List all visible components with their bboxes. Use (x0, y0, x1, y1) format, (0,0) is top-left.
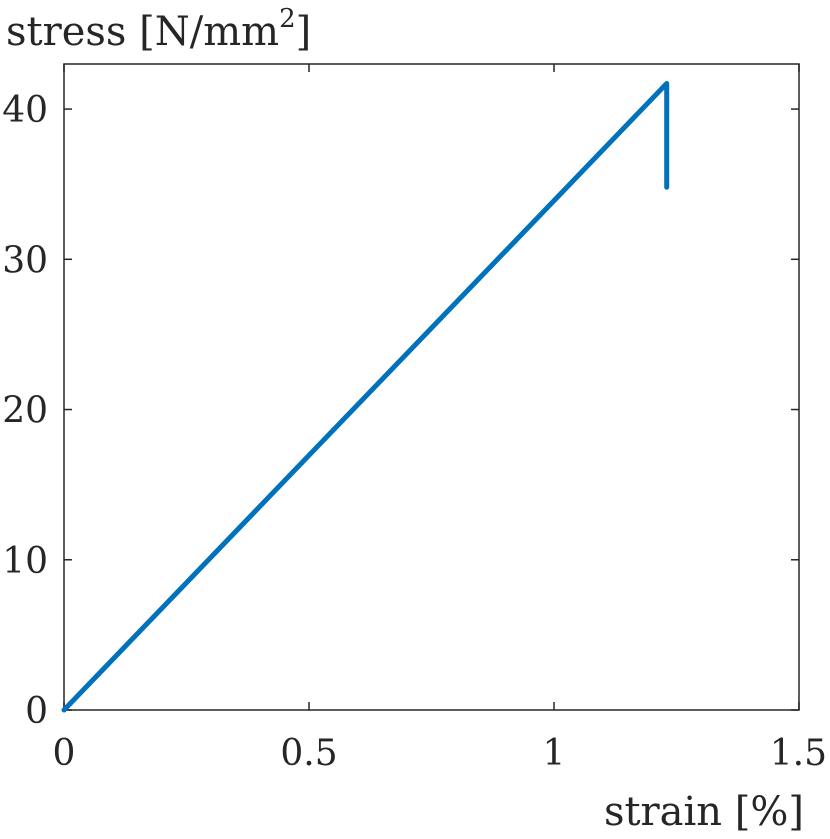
y-tick-label: 10 (2, 541, 48, 582)
y-tick-label: 0 (25, 691, 48, 732)
y-tick-label: 40 (2, 90, 48, 131)
y-axis-label-superscript: 2 (279, 4, 296, 34)
x-tick-label: 1 (543, 733, 566, 774)
plot-area-box (63, 63, 800, 711)
axis-ticks: 0 0.5 1 1.5 0 10 20 30 40 (2, 64, 827, 774)
x-tick-label: 0.5 (280, 733, 337, 774)
x-axis-label: strain [%] (604, 789, 804, 835)
y-axis-label-main: stress [N/mm (6, 9, 279, 55)
y-tick-label: 20 (2, 391, 48, 432)
x-tick-label: 1.5 (770, 733, 827, 774)
series-line (61, 81, 670, 713)
y-tick-label: 30 (2, 240, 48, 281)
y-axis-label-suffix: ] (296, 9, 312, 55)
series-layer (61, 81, 670, 713)
x-tick-label: 0 (53, 733, 76, 774)
y-axis-label: stress [N/mm2] (6, 4, 311, 55)
